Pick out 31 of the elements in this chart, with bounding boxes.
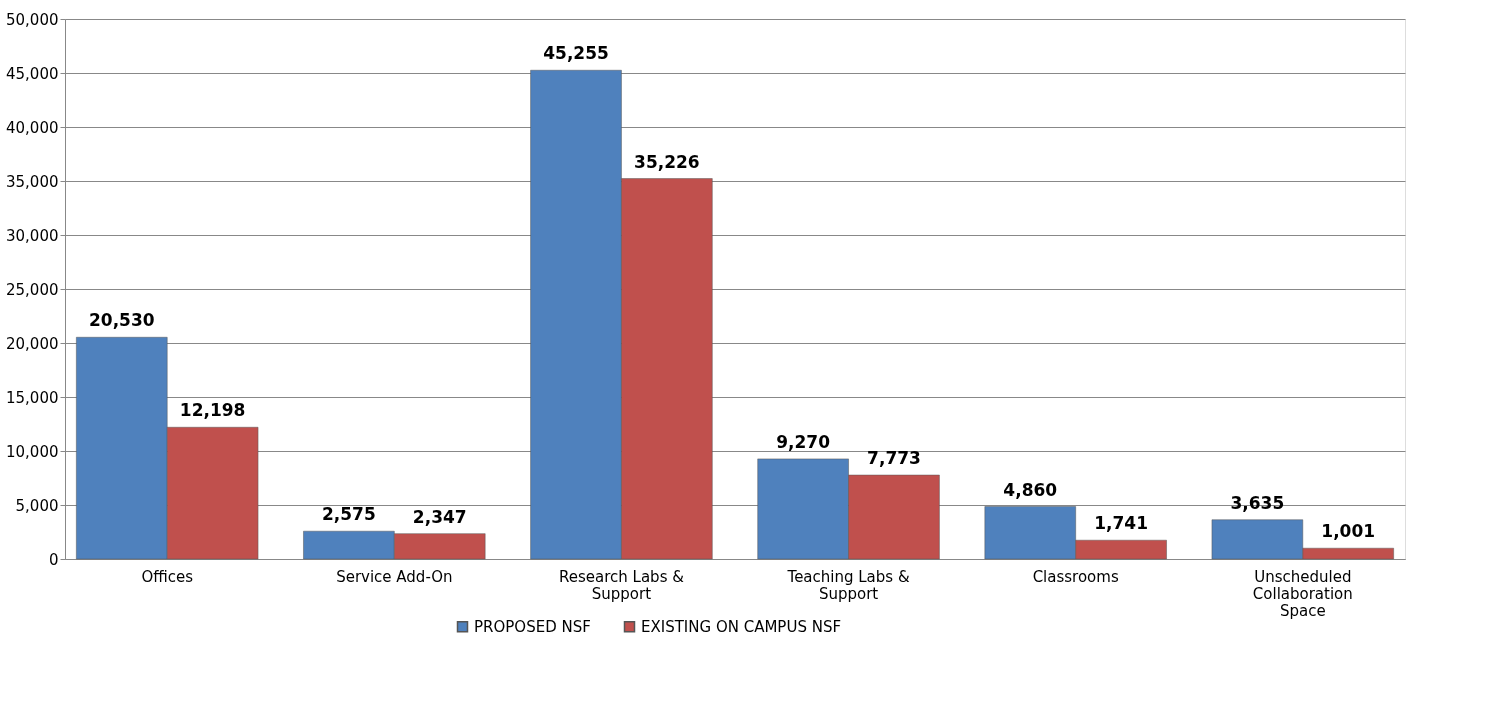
x-tick-label: Teaching Labs & Support — [786, 567, 910, 603]
y-tick-label: 0 — [48, 550, 59, 569]
data-label: 7,773 — [867, 448, 921, 469]
data-label: 1,001 — [1321, 521, 1376, 542]
legend-label: PROPOSED NSF — [474, 617, 591, 636]
data-label: 2,347 — [412, 506, 467, 527]
data-label: 4,860 — [1003, 479, 1058, 500]
data-label: 1,741 — [1094, 513, 1148, 534]
data-label: 2,575 — [322, 504, 376, 525]
data-label: 45,255 — [543, 43, 609, 64]
data-label: 35,226 — [634, 151, 700, 172]
y-tick-label: 25,000 — [6, 280, 59, 299]
y-tick-label: 35,000 — [6, 172, 59, 191]
x-tick-label: Classrooms — [1032, 567, 1119, 586]
x-tick-label: Research Labs & Support — [558, 567, 685, 603]
legend-label: EXISTING ON CAMPUS NSF — [641, 617, 842, 636]
y-tick-label: 45,000 — [6, 64, 59, 83]
x-tick-label: Service Add-On — [336, 567, 453, 586]
y-tick-label: 15,000 — [6, 388, 59, 407]
y-tick-label: 5,000 — [15, 496, 59, 515]
y-tick-label: 30,000 — [6, 226, 59, 245]
y-tick-label: 10,000 — [6, 442, 59, 461]
data-label: 9,270 — [776, 431, 831, 452]
data-label: 20,530 — [88, 310, 155, 331]
x-tick-label: Unscheduled Collaboration Space — [1252, 567, 1353, 620]
data-label: 3,635 — [1230, 492, 1285, 513]
y-tick-label: 50,000 — [6, 10, 59, 29]
x-tick-label: Offices — [141, 567, 194, 586]
data-label: 12,198 — [179, 400, 246, 421]
y-tick-label: 40,000 — [6, 118, 59, 137]
y-tick-label: 20,000 — [6, 334, 59, 353]
